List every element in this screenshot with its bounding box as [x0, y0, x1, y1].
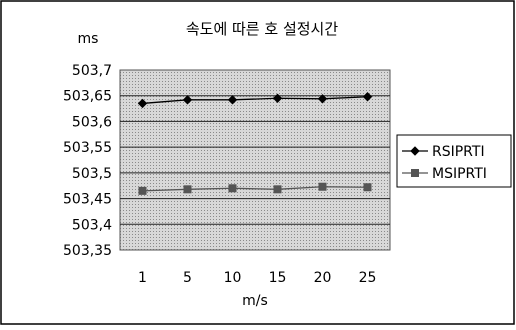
data-point	[362, 92, 373, 102]
plot-area	[119, 69, 391, 251]
y-tick-label: 503,55	[63, 140, 112, 156]
x-tick-label: 20	[314, 270, 332, 286]
y-tick-label: 503,6	[72, 114, 112, 130]
series-line	[142, 186, 368, 192]
y-tick-label: 503,5	[72, 166, 112, 182]
y-tick-label: 503,35	[63, 243, 112, 259]
x-tick-label: 15	[269, 270, 287, 286]
legend: RSIPRTI MSIPRTI	[402, 144, 487, 182]
data-point	[228, 184, 237, 193]
legend-label: MSIPRTI	[432, 166, 487, 182]
legend-marker	[411, 169, 419, 177]
y-tick-label: 503,7	[72, 63, 112, 79]
data-point	[138, 186, 147, 195]
data-point	[273, 185, 282, 194]
data-point	[317, 94, 328, 104]
y-tick-label: 503,45	[63, 192, 112, 208]
data-point	[272, 93, 283, 103]
data-point	[182, 95, 193, 105]
legend-box	[396, 134, 512, 188]
data-point	[183, 185, 192, 194]
data-point	[137, 98, 148, 109]
y-tick-label: 503,4	[72, 217, 112, 233]
legend-label: RSIPRTI	[432, 144, 485, 160]
x-tick-label: 1	[138, 270, 147, 286]
x-tick-label: 5	[183, 270, 192, 286]
x-tick-label: 10	[224, 270, 242, 286]
series-layer	[137, 92, 373, 195]
chart-title: 속도에 따른 호 설정시간	[186, 20, 339, 38]
axis-ticks: 503,7 503,65 503,6 503,55 503,5 503,45 503,4 50…	[63, 63, 376, 286]
grid-lines	[120, 95, 390, 225]
data-point	[363, 183, 372, 192]
x-axis-label: m/s	[242, 293, 268, 309]
series-line	[142, 96, 368, 105]
data-point	[227, 95, 238, 105]
y-axis-label: ms	[78, 31, 99, 47]
y-tick-label: 503,65	[63, 89, 112, 105]
legend-marker	[410, 146, 420, 156]
x-tick-label: 25	[359, 270, 377, 286]
data-point	[318, 182, 327, 191]
